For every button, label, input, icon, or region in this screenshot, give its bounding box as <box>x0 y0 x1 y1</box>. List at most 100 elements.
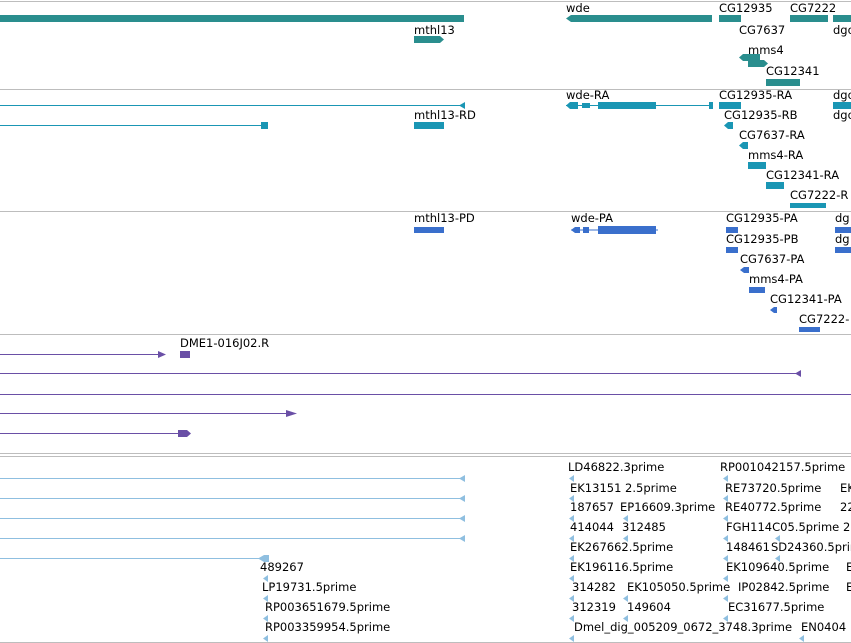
transcript-exon[interactable] <box>739 142 748 149</box>
feature-label: EC31677.5prime <box>728 600 824 614</box>
gene-feature[interactable] <box>414 36 444 43</box>
feature-label: FGH114C05.5prime <box>726 520 839 534</box>
feature-label: mthl13-RD <box>414 108 476 122</box>
transcript-exon[interactable] <box>566 102 578 109</box>
feature-label: CG7637-PA <box>740 252 805 266</box>
feature-label: mthl13-PD <box>414 211 475 225</box>
feature-label: RP003651679.5prime <box>265 600 390 614</box>
transcript-exon[interactable] <box>833 102 851 109</box>
feature-label: dg <box>835 211 850 225</box>
clone-end[interactable] <box>178 430 191 437</box>
feature-label: RP003359954.5prime <box>265 620 390 634</box>
feature-label: 312319 <box>572 600 616 614</box>
transcript-exon[interactable] <box>766 182 784 189</box>
feature-label: RE40772.5prime <box>725 500 821 514</box>
feature-label: dgo <box>833 23 851 37</box>
feature-label: CG12935-RA <box>719 88 792 102</box>
clone-end[interactable] <box>795 370 801 377</box>
protein-exon[interactable] <box>598 226 656 234</box>
clones-track <box>0 351 851 437</box>
gene-feature[interactable] <box>790 15 828 22</box>
clones-track-labels: DME1-016J02.R <box>180 336 269 350</box>
clone-end[interactable] <box>180 351 190 358</box>
transcript-exon[interactable] <box>748 162 766 169</box>
est-end[interactable] <box>459 495 465 502</box>
feature-label: EN0404 <box>801 620 846 634</box>
feature-label: CG12341-PA <box>770 292 842 306</box>
transcript-feature[interactable] <box>414 122 444 129</box>
feature-label: wde-RA <box>566 88 609 102</box>
feature-label: IP02842.5prime <box>738 580 829 594</box>
feature-label: mms4-RA <box>748 148 803 162</box>
gene-feature[interactable] <box>833 15 851 22</box>
protein-exon[interactable] <box>799 327 820 332</box>
protein-exon[interactable] <box>583 227 589 233</box>
feature-label: 312485 <box>622 520 666 534</box>
clone-end[interactable] <box>158 351 166 358</box>
protein-feature[interactable] <box>414 227 444 233</box>
ests-track-labels: LD46822.3prime RP001042157.5prime EK1315… <box>260 460 851 634</box>
gene-feature[interactable] <box>748 60 768 67</box>
feature-label: LD46822.3prime <box>568 460 664 474</box>
transcript-exon[interactable] <box>598 102 656 109</box>
clone-end[interactable] <box>286 410 297 417</box>
feature-label: 148461 <box>726 540 770 554</box>
gene-feature[interactable] <box>0 15 464 22</box>
transcript-exon[interactable] <box>709 102 713 109</box>
transcript-exon[interactable] <box>724 122 733 129</box>
protein-exon[interactable] <box>749 287 765 293</box>
est-end[interactable] <box>459 535 465 542</box>
protein-exon[interactable] <box>571 227 580 233</box>
protein-exon[interactable] <box>740 267 749 273</box>
gene-feature[interactable] <box>766 79 800 86</box>
feature-label: CG7222- <box>799 312 849 326</box>
protein-exon[interactable] <box>835 247 851 253</box>
est-end[interactable] <box>459 475 465 482</box>
transcript-exon[interactable] <box>582 103 590 108</box>
est-glyphs[interactable] <box>263 475 804 642</box>
gene-feature[interactable] <box>719 15 741 22</box>
feature-label: SD24360.5prime <box>771 540 851 554</box>
protein-exon[interactable] <box>835 227 851 233</box>
feature-label: CG12341 <box>766 64 820 78</box>
feature-label: 22 <box>840 500 851 514</box>
feature-label: CG7637-RA <box>739 128 805 142</box>
feature-label: CG12935-PB <box>726 232 799 246</box>
gene-feature[interactable] <box>739 54 760 61</box>
feature-label: RP001042157.5prime <box>720 460 845 474</box>
genes-track-labels: wde CG12935 CG7222 mthl13 CG7637 dgo mms… <box>414 1 851 78</box>
feature-label: 187657 <box>570 500 614 514</box>
genes-track <box>0 15 851 86</box>
feature-label: EK196116.5prime <box>570 560 673 574</box>
feature-label: 414044 <box>570 520 614 534</box>
feature-label: EP16609.3prime <box>620 500 715 514</box>
feature-label: CG12935-PA <box>726 211 798 225</box>
transcript-exon[interactable] <box>459 102 465 109</box>
transcript-exon[interactable] <box>719 102 741 109</box>
protein-exon[interactable] <box>770 307 777 313</box>
transcripts-track-labels: wde-RA CG12935-RA dgo mthl13-RD CG12935-… <box>414 88 851 202</box>
transcript-exon[interactable] <box>261 122 268 129</box>
feature-label: CG7222-R <box>790 188 848 202</box>
protein-exon[interactable] <box>726 247 738 253</box>
feature-label: dgo <box>833 108 851 122</box>
protein-exon[interactable] <box>726 227 738 233</box>
gene-feature[interactable] <box>566 15 712 22</box>
feature-label: CG12935-RB <box>724 108 798 122</box>
proteins-track <box>414 226 851 332</box>
feature-label: E <box>846 560 851 574</box>
est-end[interactable] <box>459 515 465 522</box>
feature-label: CG7637 <box>739 23 785 37</box>
feature-label: dgo <box>833 88 851 102</box>
feature-label: EK <box>840 481 851 495</box>
feature-label: CG12935 <box>719 1 773 15</box>
feature-label: EK105050.5prime <box>627 580 730 594</box>
feature-label: RE73720.5prime <box>725 481 821 495</box>
est-end[interactable] <box>258 555 269 562</box>
proteins-track-labels: mthl13-PD wde-PA CG12935-PA dg CG12935-P… <box>414 211 850 326</box>
transcript-feature[interactable] <box>790 203 826 208</box>
feature-label: EK109640.5prime <box>726 560 829 574</box>
feature-label: 149604 <box>627 600 671 614</box>
